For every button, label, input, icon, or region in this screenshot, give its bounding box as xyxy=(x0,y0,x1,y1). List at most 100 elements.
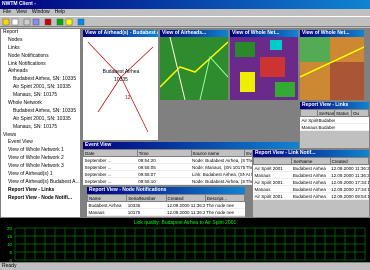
map-canvas xyxy=(300,37,364,100)
tree-item[interactable]: Node Notifications xyxy=(3,53,80,61)
cell: Node: Budabest Airhea, (SN 1033... xyxy=(191,178,245,185)
menu-item[interactable]: Help xyxy=(55,9,65,15)
window-title: Report View - Node Notifications xyxy=(87,187,245,194)
y-tick-label: 10 xyxy=(7,242,13,247)
map-window: View of Whole Net... xyxy=(229,29,299,101)
icon[interactable] xyxy=(12,19,18,25)
column-header: Date xyxy=(84,150,138,157)
tree-item[interactable]: Report View - Links xyxy=(3,187,80,195)
cell xyxy=(335,117,352,124)
map-canvas xyxy=(160,37,228,100)
cell: Air Spirit 2001 xyxy=(301,117,318,124)
cell: Manaus xyxy=(88,209,127,216)
cell: Air Spirit 2001 xyxy=(254,179,292,186)
status-text: Ready xyxy=(2,263,16,269)
links-table: SerNameStatusOuAir Spirit 2001Budabest A… xyxy=(300,109,369,131)
cell: Air Spirit 2001 xyxy=(254,193,292,200)
icon[interactable] xyxy=(45,19,51,25)
tree-item[interactable]: View of Whole Network 1 xyxy=(3,147,80,155)
cell: Budabest Airhea xyxy=(318,117,335,124)
cell: 09:54:20 xyxy=(137,157,191,164)
tree-item[interactable]: Whole Network xyxy=(3,100,80,108)
window-title: View of Airhead(s) - Budabest A... xyxy=(83,30,158,37)
tree-item[interactable]: Nodes xyxy=(3,37,80,45)
tree-item[interactable]: Views xyxy=(3,132,80,140)
tree-item[interactable]: Event View xyxy=(3,139,80,147)
icon[interactable] xyxy=(78,19,84,25)
tree-item[interactable]: Air Spirit 2001, SN: 10335 xyxy=(3,84,80,92)
cell: September ... xyxy=(84,178,138,185)
cell: 12.09.2000 09:54:19 xyxy=(330,193,368,200)
menu-bar: File View Window Help xyxy=(0,9,370,16)
cell: Budabest Airhea xyxy=(318,124,335,131)
window-title: Report View - Link Notif... xyxy=(253,150,369,157)
menu-item[interactable]: Window xyxy=(32,9,50,15)
cell: The node nee xyxy=(205,202,244,209)
column-header: Created xyxy=(166,195,205,202)
window-title: NWTM Client - xyxy=(2,1,36,7)
column-header: Time xyxy=(137,150,191,157)
tree-item[interactable]: Link Notifications xyxy=(3,61,80,69)
tree-item[interactable]: View of Whole Network 3 xyxy=(3,163,80,171)
tree-item[interactable]: Airheads xyxy=(3,68,80,76)
node-label: Budabest Airhea xyxy=(103,69,140,75)
icon[interactable] xyxy=(57,19,63,25)
map-window: View of Airheads... xyxy=(159,29,229,101)
tree-item[interactable]: Air Spirit 2001, SN: 10335 xyxy=(3,116,80,124)
cell: Budabest Airhea xyxy=(292,186,330,193)
tree-item[interactable]: Manaus, SN: 10175 xyxy=(3,92,80,100)
menu-item[interactable]: View xyxy=(16,9,27,15)
tree-item[interactable]: Budabest Airhea, SN: 10335 xyxy=(3,76,80,84)
cell: 10175 xyxy=(127,209,166,216)
cell: Node: Budabest Airhea, (SN 1033... xyxy=(191,157,245,164)
links-report: Report View - Links SerNameStatusOuAir S… xyxy=(299,101,370,149)
link-label: 12 xyxy=(125,95,131,101)
title-bar: NWTM Client - xyxy=(0,0,370,9)
tree-item[interactable]: Manaus, SN: 10175 xyxy=(3,124,80,132)
cell xyxy=(352,124,369,131)
node-serial: 10335 xyxy=(114,77,128,83)
tree-item[interactable]: Report xyxy=(3,29,80,37)
status-bar: Ready xyxy=(0,262,370,269)
icon[interactable] xyxy=(24,19,30,25)
tree-item[interactable]: Links xyxy=(3,45,80,53)
y-tick-label: 5 xyxy=(9,250,12,255)
window-title: View of Whole Net... xyxy=(300,30,364,37)
cell: Budabest Airhea xyxy=(292,193,330,200)
cell: Budabest Airhea xyxy=(292,172,330,179)
app: NWTM Client - FileViewWindowHelp ReportN… xyxy=(0,0,370,269)
menu-item[interactable]: File xyxy=(3,9,11,15)
y-tick-label: 20 xyxy=(7,226,13,231)
cell xyxy=(352,117,369,124)
cell: 12.09.2000 11:36:36 xyxy=(330,165,368,172)
cell: 12.09.2000 17:34:13 xyxy=(330,179,368,186)
icon[interactable] xyxy=(3,19,9,25)
icon[interactable] xyxy=(33,19,39,25)
column-header: Name xyxy=(88,195,127,202)
tree-item[interactable]: View of Airhead(s) Budabest A... xyxy=(3,179,80,187)
tree-item[interactable]: Budabest Airhea, SN: 10335 xyxy=(3,108,80,116)
map-window: View of Whole Net... xyxy=(299,29,365,101)
column-header: Source name xyxy=(191,150,245,157)
cell: 09:55:10 xyxy=(137,178,191,185)
tree-item[interactable]: View of Airhead(s) 1 xyxy=(3,171,80,179)
cell: Manaus xyxy=(254,186,292,193)
icon[interactable] xyxy=(66,19,72,25)
tree-item[interactable]: View of Whole Network 2 xyxy=(3,155,80,163)
y-tick-label: 15 xyxy=(7,234,13,239)
tree-item[interactable]: Report View - Node Notifi... xyxy=(3,195,80,203)
cell: 09:55:05 xyxy=(137,164,191,171)
cell: Link: Budabest Airhea, (SN 1033... xyxy=(191,171,245,178)
